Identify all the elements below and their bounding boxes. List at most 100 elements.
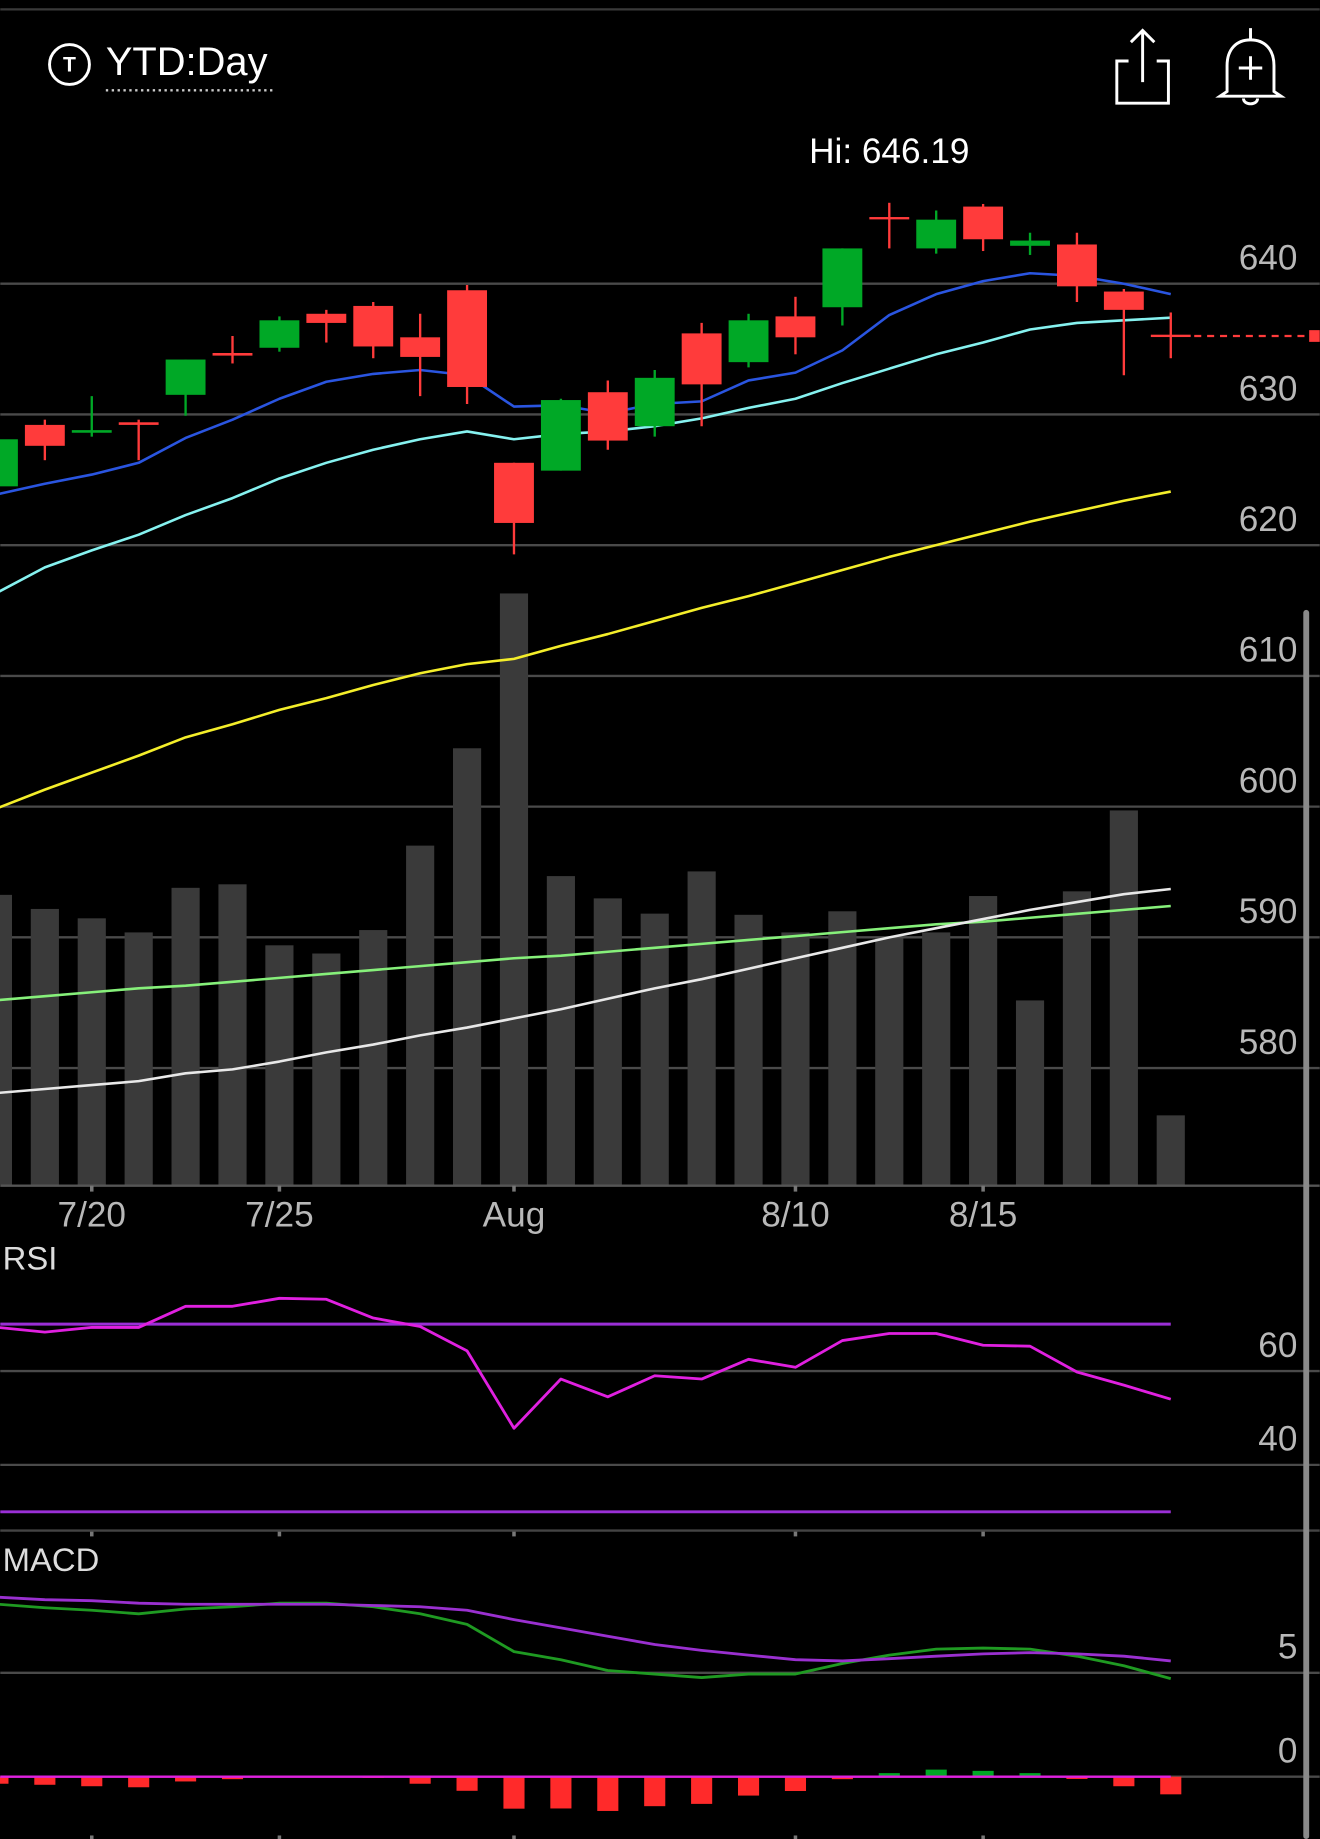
candle-body bbox=[1150, 334, 1191, 338]
candle-body bbox=[259, 320, 300, 348]
volume-bar bbox=[171, 887, 200, 1185]
volume-bar bbox=[312, 953, 341, 1185]
candle-body bbox=[71, 430, 112, 433]
candle-body bbox=[869, 217, 910, 220]
histogram-bar bbox=[175, 1776, 197, 1782]
histogram-bar bbox=[1160, 1776, 1182, 1795]
timeframe-label: YTD:Day bbox=[106, 40, 268, 84]
moving-average bbox=[0, 490, 1172, 809]
volume-bar bbox=[875, 938, 904, 1185]
volume-bar bbox=[687, 871, 716, 1185]
volume-bar bbox=[828, 911, 857, 1185]
candle-body bbox=[540, 400, 581, 471]
volume-bar bbox=[922, 932, 951, 1185]
histogram-bar bbox=[597, 1776, 619, 1811]
scrollbar bbox=[1303, 609, 1310, 1839]
moving-average bbox=[0, 271, 1172, 496]
rsi-line bbox=[0, 1296, 1172, 1430]
volume-bar bbox=[640, 913, 669, 1185]
timeframe-selector[interactable]: T YTD:Day bbox=[48, 40, 275, 92]
histogram-bar bbox=[34, 1776, 56, 1785]
histogram-bar bbox=[1019, 1773, 1041, 1777]
volume-bar bbox=[593, 898, 622, 1185]
volume-bar bbox=[124, 932, 153, 1185]
candle-body bbox=[1010, 240, 1050, 246]
volume-bar bbox=[499, 593, 529, 1185]
timeframe-icon bbox=[48, 43, 91, 86]
histogram-bar bbox=[691, 1776, 713, 1804]
histogram-bar bbox=[0, 1776, 9, 1784]
histogram-bar bbox=[1113, 1776, 1135, 1787]
candle-body bbox=[587, 392, 628, 441]
candle-body bbox=[963, 206, 1004, 240]
macd-line bbox=[0, 1595, 1171, 1663]
volume-bar bbox=[1109, 810, 1138, 1185]
y-tick-label: 630 bbox=[1239, 369, 1298, 408]
volume-bar bbox=[265, 945, 294, 1185]
share-box bbox=[1115, 59, 1170, 105]
y-tick-label: 5 bbox=[1278, 1628, 1298, 1667]
candle-body bbox=[634, 377, 675, 427]
y-tick-label: 600 bbox=[1239, 761, 1298, 800]
bell-clapper bbox=[1242, 98, 1260, 106]
bell bbox=[1215, 38, 1286, 98]
volume-bar bbox=[406, 845, 435, 1185]
moving-average bbox=[0, 904, 1171, 1002]
share-button[interactable] bbox=[1115, 28, 1170, 105]
macd-line bbox=[0, 1601, 1172, 1680]
share-arrow bbox=[1129, 28, 1156, 83]
moving-average bbox=[0, 316, 1171, 593]
x-tick-label: 7/25 bbox=[245, 1196, 313, 1235]
histogram-bar bbox=[972, 1770, 994, 1777]
y-tick-label: 0 bbox=[1278, 1732, 1298, 1771]
volume-bar bbox=[218, 884, 247, 1185]
histogram-bar bbox=[644, 1776, 666, 1807]
alert-button[interactable] bbox=[1215, 28, 1286, 106]
volume-bar bbox=[969, 896, 998, 1185]
histogram-bar bbox=[81, 1776, 103, 1787]
x-tick-label: Aug bbox=[483, 1196, 546, 1235]
y-tick-label: 580 bbox=[1239, 1023, 1298, 1062]
candle-body bbox=[728, 320, 769, 363]
candle-body bbox=[118, 422, 159, 425]
histogram-bar bbox=[550, 1776, 572, 1809]
histogram-bar bbox=[925, 1769, 947, 1777]
candle-body bbox=[1103, 291, 1144, 310]
y-tick-label: 640 bbox=[1239, 239, 1298, 278]
x-tick-label: 8/15 bbox=[949, 1196, 1017, 1235]
panel-title: RSI bbox=[3, 1239, 58, 1276]
histogram-bar bbox=[503, 1776, 525, 1809]
x-tick-label: 8/10 bbox=[761, 1196, 829, 1235]
x-tick-label: 7/20 bbox=[58, 1196, 126, 1235]
candle-body bbox=[400, 337, 441, 357]
high-label: Hi: 646.19 bbox=[809, 132, 969, 171]
volume-bar bbox=[359, 930, 388, 1185]
candle-body bbox=[24, 424, 65, 446]
candle-body bbox=[822, 248, 863, 308]
volume-bar bbox=[77, 918, 106, 1185]
volume-bar bbox=[1015, 1000, 1045, 1185]
histogram-bar bbox=[456, 1776, 478, 1791]
histogram-bar bbox=[409, 1776, 431, 1784]
volume-bar bbox=[0, 894, 13, 1185]
volume-bar bbox=[1062, 891, 1092, 1185]
candle-body bbox=[212, 352, 253, 356]
volume-bar bbox=[781, 932, 810, 1185]
candle-body bbox=[0, 439, 18, 487]
candle-body bbox=[447, 290, 488, 387]
candle-body bbox=[681, 333, 722, 385]
timeframe-icon-letter: T bbox=[63, 53, 76, 76]
y-tick-label: 60 bbox=[1258, 1326, 1297, 1365]
histogram-bar bbox=[737, 1776, 760, 1796]
y-tick-label: 40 bbox=[1258, 1420, 1297, 1459]
candle-body bbox=[306, 313, 347, 323]
histogram-bar bbox=[784, 1776, 807, 1792]
histogram-bar bbox=[128, 1776, 150, 1788]
y-tick-label: 590 bbox=[1239, 892, 1298, 931]
panel-title: MACD bbox=[3, 1541, 100, 1578]
volume-bar bbox=[546, 876, 575, 1185]
volume-bar bbox=[734, 914, 763, 1185]
candle-body bbox=[775, 316, 816, 338]
candle-body bbox=[494, 462, 534, 523]
